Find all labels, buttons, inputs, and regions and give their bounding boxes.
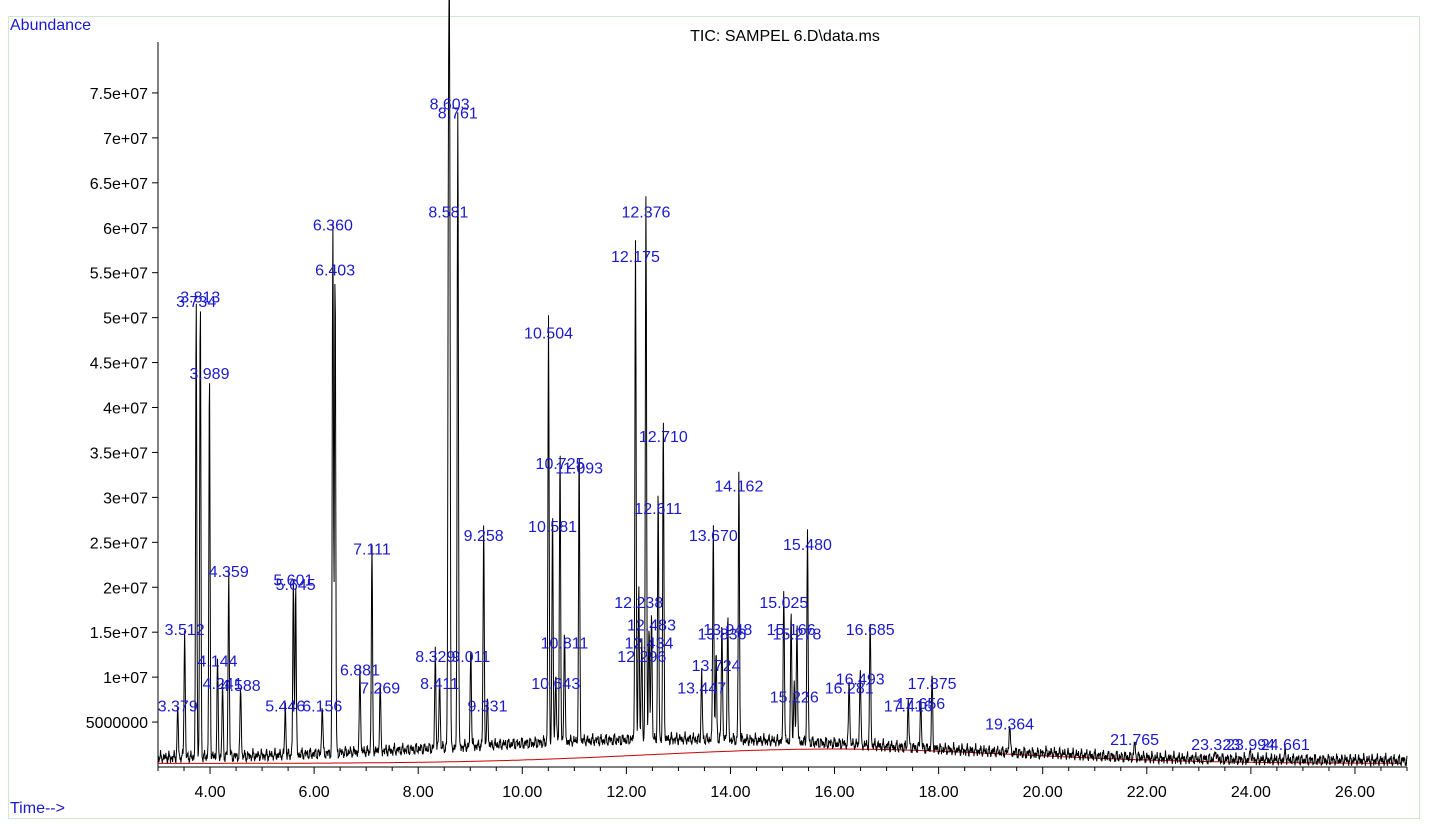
peak-label: 15.025 <box>759 595 808 612</box>
peak-label: 3.512 <box>165 622 205 639</box>
peak-label: 16.281 <box>825 681 874 698</box>
peak-label: 21.765 <box>1110 732 1159 749</box>
peak-label: 12.483 <box>627 618 676 635</box>
peak-label: 15.480 <box>783 537 832 554</box>
peak-label: 8.411 <box>420 676 459 693</box>
peak-label: 15.166 <box>767 622 816 639</box>
peak-label: 16.685 <box>846 622 895 639</box>
y-tick-label: 5000000 <box>86 715 148 732</box>
peak-label: 10.725 <box>536 456 585 473</box>
y-tick-label: 6e+07 <box>103 221 148 238</box>
x-tick-label: 14.00 <box>710 784 750 801</box>
x-tick-label: 20.00 <box>1023 784 1063 801</box>
peak-label: 3.813 <box>180 290 220 307</box>
peak-label: 12.376 <box>621 204 670 221</box>
x-axis: 4.00 6.00 8.00 10.00 12.00 14.00 16.00 18.00 20.… <box>157 766 1408 801</box>
y-axis: 5000000 1e+07 1.5e+07 2e+07 2.5e+07 3e+07 3.5e… <box>86 42 159 767</box>
peak-label: 10.643 <box>531 676 580 693</box>
y-tick-label: 2e+07 <box>103 580 148 597</box>
peak-label: 5.446 <box>265 699 305 716</box>
peak-label: 17.656 <box>896 696 945 713</box>
peak-label: 14.162 <box>714 478 763 495</box>
y-tick-label: 4.5e+07 <box>90 356 148 373</box>
peak-label: 10.811 <box>541 636 589 653</box>
peak-label: 8.761 <box>438 105 478 122</box>
peak-label: 11.093 <box>555 460 603 477</box>
peak-label: 19.364 <box>985 717 1034 734</box>
peak-label: 6.360 <box>313 218 353 235</box>
peak-label: 12.238 <box>614 595 663 612</box>
peak-label: 12.710 <box>639 429 688 446</box>
peak-label: 3.989 <box>189 366 229 383</box>
y-tick-label: 7.5e+07 <box>90 86 148 103</box>
peak-label: 8.581 <box>428 204 468 221</box>
peak-label: 13.670 <box>689 528 738 545</box>
y-tick-label: 3.5e+07 <box>90 445 148 462</box>
peak-label: 3.734 <box>176 294 216 311</box>
x-axis-label: Time--> <box>10 800 65 817</box>
peak-label: 13.836 <box>697 627 746 644</box>
peak-label: 6.403 <box>315 263 355 280</box>
peak-label: 6.881 <box>340 663 380 680</box>
peak-label: 7.111 <box>353 541 391 558</box>
y-axis-label: Abundance <box>10 17 91 34</box>
x-tick-label: 8.00 <box>403 784 434 801</box>
y-tick-label: 1e+07 <box>103 670 148 687</box>
peak-label: 4.241 <box>203 676 243 693</box>
peak-label: 13.948 <box>703 622 752 639</box>
x-tick-label: 4.00 <box>194 784 225 801</box>
peak-label: 8.329 <box>415 649 455 666</box>
y-tick-label: 3e+07 <box>103 490 148 507</box>
peak-label: 8.603 <box>430 96 470 113</box>
peak-label: 12.296 <box>617 649 666 666</box>
x-tick-label: 6.00 <box>299 784 330 801</box>
peak-label: 9.258 <box>464 528 504 545</box>
peak-label: 9.011 <box>451 649 490 666</box>
peak-label: 7.269 <box>360 681 400 698</box>
peak-label: 13.447 <box>677 681 726 698</box>
x-tick-label: 24.00 <box>1231 784 1271 801</box>
peak-label: 12.434 <box>624 636 673 653</box>
y-tick-label: 6.5e+07 <box>90 176 148 193</box>
peak-label: 16.493 <box>836 672 885 689</box>
chart-title: TIC: SAMPEL 6.D\data.ms <box>690 28 880 45</box>
x-tick-label: 12.00 <box>606 784 646 801</box>
x-tick-label: 26.00 <box>1335 784 1375 801</box>
peak-label: 6.156 <box>302 699 342 716</box>
peak-label: 10.581 <box>528 519 577 536</box>
x-tick-label: 22.00 <box>1127 784 1167 801</box>
x-tick-label: 18.00 <box>919 784 959 801</box>
peak-label: 13.724 <box>692 658 741 675</box>
peak-label: 12.611 <box>634 501 682 518</box>
peak-label: 4.359 <box>209 564 249 581</box>
peak-label: 24.661 <box>1261 737 1310 754</box>
peak-label: 10.504 <box>524 326 573 343</box>
peak-label: 5.645 <box>276 577 316 594</box>
peak-label: 9.331 <box>467 699 507 716</box>
peak-label: 23.323 <box>1191 737 1240 754</box>
y-tick-label: 1.5e+07 <box>90 625 148 642</box>
peak-label: 17.416 <box>884 699 933 716</box>
x-tick-label: 16.00 <box>815 784 855 801</box>
peak-label: 15.226 <box>770 690 819 707</box>
chart-frame <box>8 16 1420 819</box>
peak-label: 4.144 <box>198 654 238 671</box>
peak-label: 12.175 <box>611 249 660 266</box>
peak-label: 5.601 <box>273 573 313 590</box>
x-tick-label: 10.00 <box>502 784 542 801</box>
y-tick-label: 4e+07 <box>103 401 148 418</box>
peak-label: 15.278 <box>772 627 821 644</box>
y-tick-label: 5.5e+07 <box>90 266 148 283</box>
y-tick-label: 2.5e+07 <box>90 535 148 552</box>
tic-trace <box>157 0 1408 768</box>
peak-label: 4.588 <box>221 678 261 695</box>
tic-trace-layer <box>157 0 1408 768</box>
peak-label: 3.379 <box>158 699 198 716</box>
y-tick-label: 5e+07 <box>103 311 148 328</box>
peak-label: 23.994 <box>1226 737 1275 754</box>
peak-label: 17.875 <box>908 676 957 693</box>
y-tick-label: 7e+07 <box>103 131 148 148</box>
